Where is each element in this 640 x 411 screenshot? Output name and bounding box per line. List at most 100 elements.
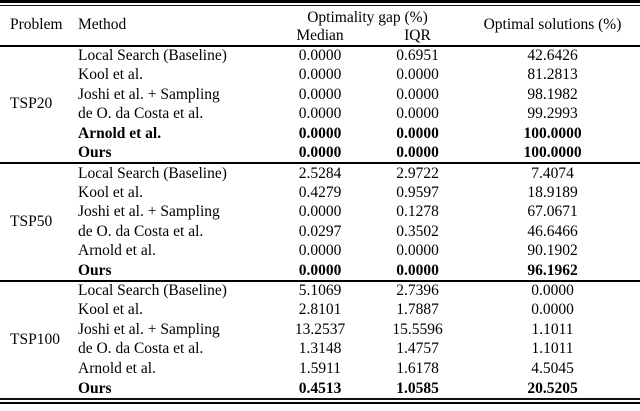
- top-rule-thick-line: [0, 0, 640, 3]
- top-rule: [0, 0, 640, 6]
- bottom-rule-thick-line: [0, 401, 640, 405]
- method-cell: Ours: [78, 143, 112, 161]
- method-cell: Local Search (Baseline): [78, 46, 227, 64]
- method-cell: Ours: [78, 261, 112, 279]
- median-cell: 0.4513: [298, 379, 342, 397]
- method-cell: Arnold et al.: [78, 124, 162, 142]
- median-cell: 0.0000: [298, 143, 342, 161]
- method-cell: Arnold et al.: [78, 242, 156, 260]
- results-table: Problem Method Optimality gap (%) Optima…: [0, 6, 640, 399]
- iqr-cell: 0.0000: [396, 105, 439, 123]
- median-cell: 1.3148: [298, 340, 342, 358]
- optimal-cell: 46.6466: [527, 222, 578, 240]
- median-cell: 0.0000: [298, 203, 342, 221]
- header-iqr: IQR: [404, 26, 431, 44]
- optimal-cell: 18.9189: [527, 183, 578, 201]
- optimal-cell: 100.0000: [523, 143, 582, 161]
- optimal-cell: 7.4074: [531, 164, 574, 182]
- iqr-cell: 0.1278: [396, 203, 439, 221]
- optimal-cell: 96.1962: [527, 261, 578, 279]
- header-row-1: Problem Method Optimality gap (%) Optima…: [0, 6, 640, 34]
- method-cell: Joshi et al. + Sampling: [78, 320, 220, 338]
- median-cell: 1.5911: [298, 359, 342, 377]
- median-cell: 13.2537: [294, 320, 346, 338]
- table-row: Kool et al. 0.0000 0.0000 81.2813: [0, 65, 640, 85]
- iqr-cell: 0.0000: [396, 143, 439, 161]
- table-row: Arnold et al. 0.0000 0.0000 100.0000: [0, 124, 640, 144]
- median-cell: 0.0000: [298, 66, 342, 84]
- optimal-cell: 90.1902: [527, 242, 578, 260]
- table-row: TSP100 Local Search (Baseline) 5.1069 2.…: [0, 281, 640, 348]
- table-row: Ours 0.0000 0.0000 100.0000: [0, 144, 640, 164]
- header-problem: Problem: [10, 16, 63, 34]
- problem-label: TSP20: [10, 95, 53, 113]
- optimal-cell: 1.1011: [531, 320, 574, 338]
- table-row: Kool et al. 0.4279 0.9597 18.9189: [0, 183, 640, 203]
- median-cell: 0.0000: [298, 85, 342, 103]
- iqr-cell: 2.9722: [396, 164, 439, 182]
- median-cell: 2.5284: [298, 164, 342, 182]
- method-cell: de O. da Costa et al.: [78, 340, 204, 358]
- method-cell: de O. da Costa et al.: [78, 222, 204, 240]
- iqr-cell: 0.0000: [396, 66, 439, 84]
- iqr-cell: 1.4757: [396, 340, 439, 358]
- header-median: Median: [296, 26, 344, 44]
- bottom-rule: [0, 398, 640, 405]
- median-cell: 0.4279: [298, 183, 342, 201]
- block-tsp20: TSP20 Local Search (Baseline) 0.0000 0.6…: [0, 46, 640, 164]
- iqr-cell: 1.0585: [396, 379, 439, 397]
- iqr-cell: 0.9597: [396, 183, 439, 201]
- median-cell: 2.8101: [298, 301, 342, 319]
- median-cell: 5.1069: [298, 282, 342, 300]
- table-row: de O. da Costa et al. 0.0297 0.3502 46.6…: [0, 222, 640, 242]
- method-cell: Kool et al.: [78, 66, 143, 84]
- table-row: Ours 0.4513 1.0585 20.5205: [0, 379, 640, 399]
- method-cell: Kool et al.: [78, 183, 143, 201]
- iqr-cell: 15.5596: [392, 320, 443, 338]
- optimal-cell: 0.0000: [531, 282, 574, 300]
- table-row: Joshi et al. + Sampling 0.0000 0.1278 67…: [0, 202, 640, 222]
- iqr-cell: 0.3502: [396, 222, 439, 240]
- optimal-cell: 99.2993: [527, 105, 578, 123]
- optimal-cell: 0.0000: [531, 301, 574, 319]
- iqr-cell: 0.0000: [396, 242, 439, 260]
- method-cell: Arnold et al.: [78, 359, 156, 377]
- iqr-cell: 0.6951: [396, 46, 439, 64]
- median-cell: 0.0000: [298, 105, 342, 123]
- optimal-cell: 42.6426: [527, 46, 578, 64]
- block-tsp50: TSP50 Local Search (Baseline) 2.5284 2.9…: [0, 163, 640, 281]
- table-row: TSP20 Local Search (Baseline) 0.0000 0.6…: [0, 46, 640, 112]
- method-cell: Joshi et al. + Sampling: [78, 85, 220, 103]
- table-row: Kool et al. 2.8101 1.7887 0.0000: [0, 300, 640, 320]
- header-row-2: Median IQR: [0, 27, 640, 46]
- median-cell: 0.0000: [298, 242, 342, 260]
- method-cell: Local Search (Baseline): [78, 282, 227, 300]
- optimal-cell: 20.5205: [527, 379, 578, 397]
- table-row: Joshi et al. + Sampling 0.0000 0.0000 98…: [0, 85, 640, 105]
- table-row: Ours 0.0000 0.0000 96.1962: [0, 261, 640, 281]
- method-cell: Local Search (Baseline): [78, 164, 227, 182]
- top-rule-thin-line: [0, 4, 640, 6]
- table-row: Arnold et al. 0.0000 0.0000 90.1902: [0, 242, 640, 262]
- method-cell: de O. da Costa et al.: [78, 105, 204, 123]
- iqr-cell: 2.7396: [396, 282, 439, 300]
- table-row: Arnold et al. 1.5911 1.6178 4.5045: [0, 359, 640, 379]
- method-cell: Joshi et al. + Sampling: [78, 203, 220, 221]
- header-method: Method: [78, 16, 127, 34]
- header-optimality-gap: Optimality gap (%): [307, 8, 428, 26]
- method-cell: Kool et al.: [78, 301, 143, 319]
- optimal-cell: 4.5045: [531, 359, 574, 377]
- method-cell: Ours: [78, 379, 112, 397]
- iqr-cell: 0.0000: [396, 261, 439, 279]
- median-cell: 0.0000: [298, 261, 342, 279]
- optimal-cell: 100.0000: [523, 124, 582, 142]
- problem-label: TSP50: [10, 213, 53, 231]
- header-optimal-solutions: Optimal solutions (%): [483, 16, 622, 34]
- median-cell: 0.0000: [298, 124, 342, 142]
- table-row: Joshi et al. + Sampling 13.2537 15.5596 …: [0, 320, 640, 340]
- optimal-cell: 98.1982: [527, 85, 578, 103]
- iqr-cell: 1.6178: [396, 359, 439, 377]
- table-header: Problem Method Optimality gap (%) Optima…: [0, 6, 640, 46]
- iqr-cell: 1.7887: [396, 301, 439, 319]
